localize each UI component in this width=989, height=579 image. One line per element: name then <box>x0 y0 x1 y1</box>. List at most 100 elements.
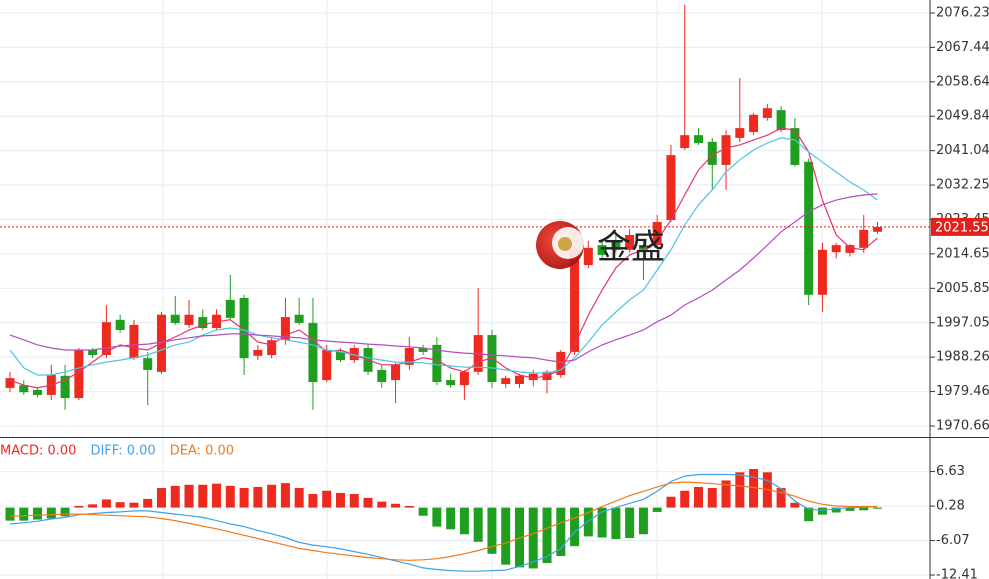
macd-bar <box>790 502 800 508</box>
macd-bar <box>239 488 249 508</box>
macd-bar <box>873 507 883 509</box>
candle-body <box>198 317 208 329</box>
candle-body <box>267 340 277 356</box>
y-tick-label: 1979.46 <box>936 384 989 399</box>
candle-body <box>101 322 111 356</box>
macd-bar <box>308 494 318 508</box>
macd-bar <box>129 502 139 508</box>
candle-body <box>817 249 827 295</box>
candle-body <box>88 349 98 356</box>
candle-body <box>349 347 359 361</box>
candle-body <box>790 128 800 165</box>
candle-body <box>528 373 538 381</box>
candle-body <box>253 349 263 356</box>
line-series <box>9 137 878 376</box>
candle-body <box>583 247 593 266</box>
macd-bar <box>638 507 648 535</box>
candle-body <box>845 245 855 253</box>
macd-bar <box>804 507 814 522</box>
macd-bar <box>74 505 84 508</box>
macd-bar <box>694 486 703 508</box>
candle-body <box>33 389 43 395</box>
candle-body <box>804 161 814 295</box>
candle-body <box>5 378 15 388</box>
candle-body <box>322 349 332 381</box>
macd-bar <box>625 507 635 539</box>
macd-bar <box>597 507 607 538</box>
macd-bar <box>831 507 841 513</box>
candle-body <box>377 369 387 383</box>
macd-bar <box>101 499 111 508</box>
y-tick-label: 2041.04 <box>936 143 989 158</box>
macd-bar <box>776 488 786 508</box>
candle-body <box>597 245 607 255</box>
candle-body <box>680 135 690 149</box>
candle-body <box>19 385 29 393</box>
candle-body <box>859 229 869 248</box>
candle-body <box>143 358 153 370</box>
candle-body <box>501 378 511 384</box>
macd-bar <box>156 488 166 508</box>
macd-bar <box>5 507 15 521</box>
macd-bar <box>528 507 538 569</box>
macd-bar <box>88 504 98 508</box>
macd-bar <box>611 507 621 540</box>
y-tick-label: 1970.66 <box>936 419 989 434</box>
candle-body <box>115 319 125 330</box>
candle-body <box>446 380 456 386</box>
candle-body <box>294 314 304 323</box>
macd-bar <box>225 485 235 508</box>
y-tick-label: 2067.44 <box>936 40 989 55</box>
macd-bar <box>666 496 676 508</box>
y-tick-label: 2058.64 <box>936 74 989 89</box>
y-tick-label: 2049.84 <box>936 109 989 124</box>
candle-body <box>239 297 249 359</box>
candle-body <box>776 110 786 131</box>
last-price-label: 2021.55 <box>935 220 989 235</box>
macd-bar <box>583 507 593 537</box>
candle-body <box>694 135 703 143</box>
candle-body <box>335 351 345 361</box>
macd-bar <box>473 507 483 542</box>
macd-bar <box>198 484 208 508</box>
y-tick-label: 2076.23 <box>936 5 989 20</box>
candle-body <box>556 351 566 375</box>
macd-bar <box>859 507 869 511</box>
y-tick-label: 2005.85 <box>936 281 989 296</box>
macd-bar <box>418 507 428 516</box>
macd-bar <box>33 507 43 520</box>
macd-bar <box>391 503 401 508</box>
macd-bar <box>212 483 222 508</box>
macd-bar <box>60 507 70 517</box>
line-series <box>9 481 878 561</box>
macd-bar <box>280 483 290 508</box>
candle-body <box>638 245 648 250</box>
macd-bar <box>143 498 153 508</box>
macd-bar <box>294 488 304 508</box>
macd-bar <box>363 497 373 508</box>
line-series <box>9 473 878 572</box>
macd-bar <box>184 484 194 508</box>
candle-body <box>570 249 580 352</box>
plot-layer <box>0 4 930 576</box>
legend-label: DEA: 0.00 <box>170 444 234 459</box>
candle-body <box>721 135 731 165</box>
macd-bar <box>19 507 29 521</box>
candle-body <box>611 240 621 250</box>
macd-bar <box>652 507 662 512</box>
macd-bar <box>487 507 497 554</box>
watermark-text: 金盛 <box>597 228 665 268</box>
macd-bar <box>432 507 442 527</box>
candle-body <box>459 371 469 386</box>
macd-bar <box>446 507 456 530</box>
macd-bar <box>253 486 263 508</box>
macd-bar <box>46 507 56 519</box>
macd-bar <box>707 488 717 508</box>
macd-bar <box>542 507 552 564</box>
candle-body <box>280 317 290 341</box>
macd-bar <box>817 507 827 515</box>
y-tick-label: 1997.05 <box>936 315 989 330</box>
candle-body <box>391 364 401 381</box>
candle-body <box>418 347 428 352</box>
